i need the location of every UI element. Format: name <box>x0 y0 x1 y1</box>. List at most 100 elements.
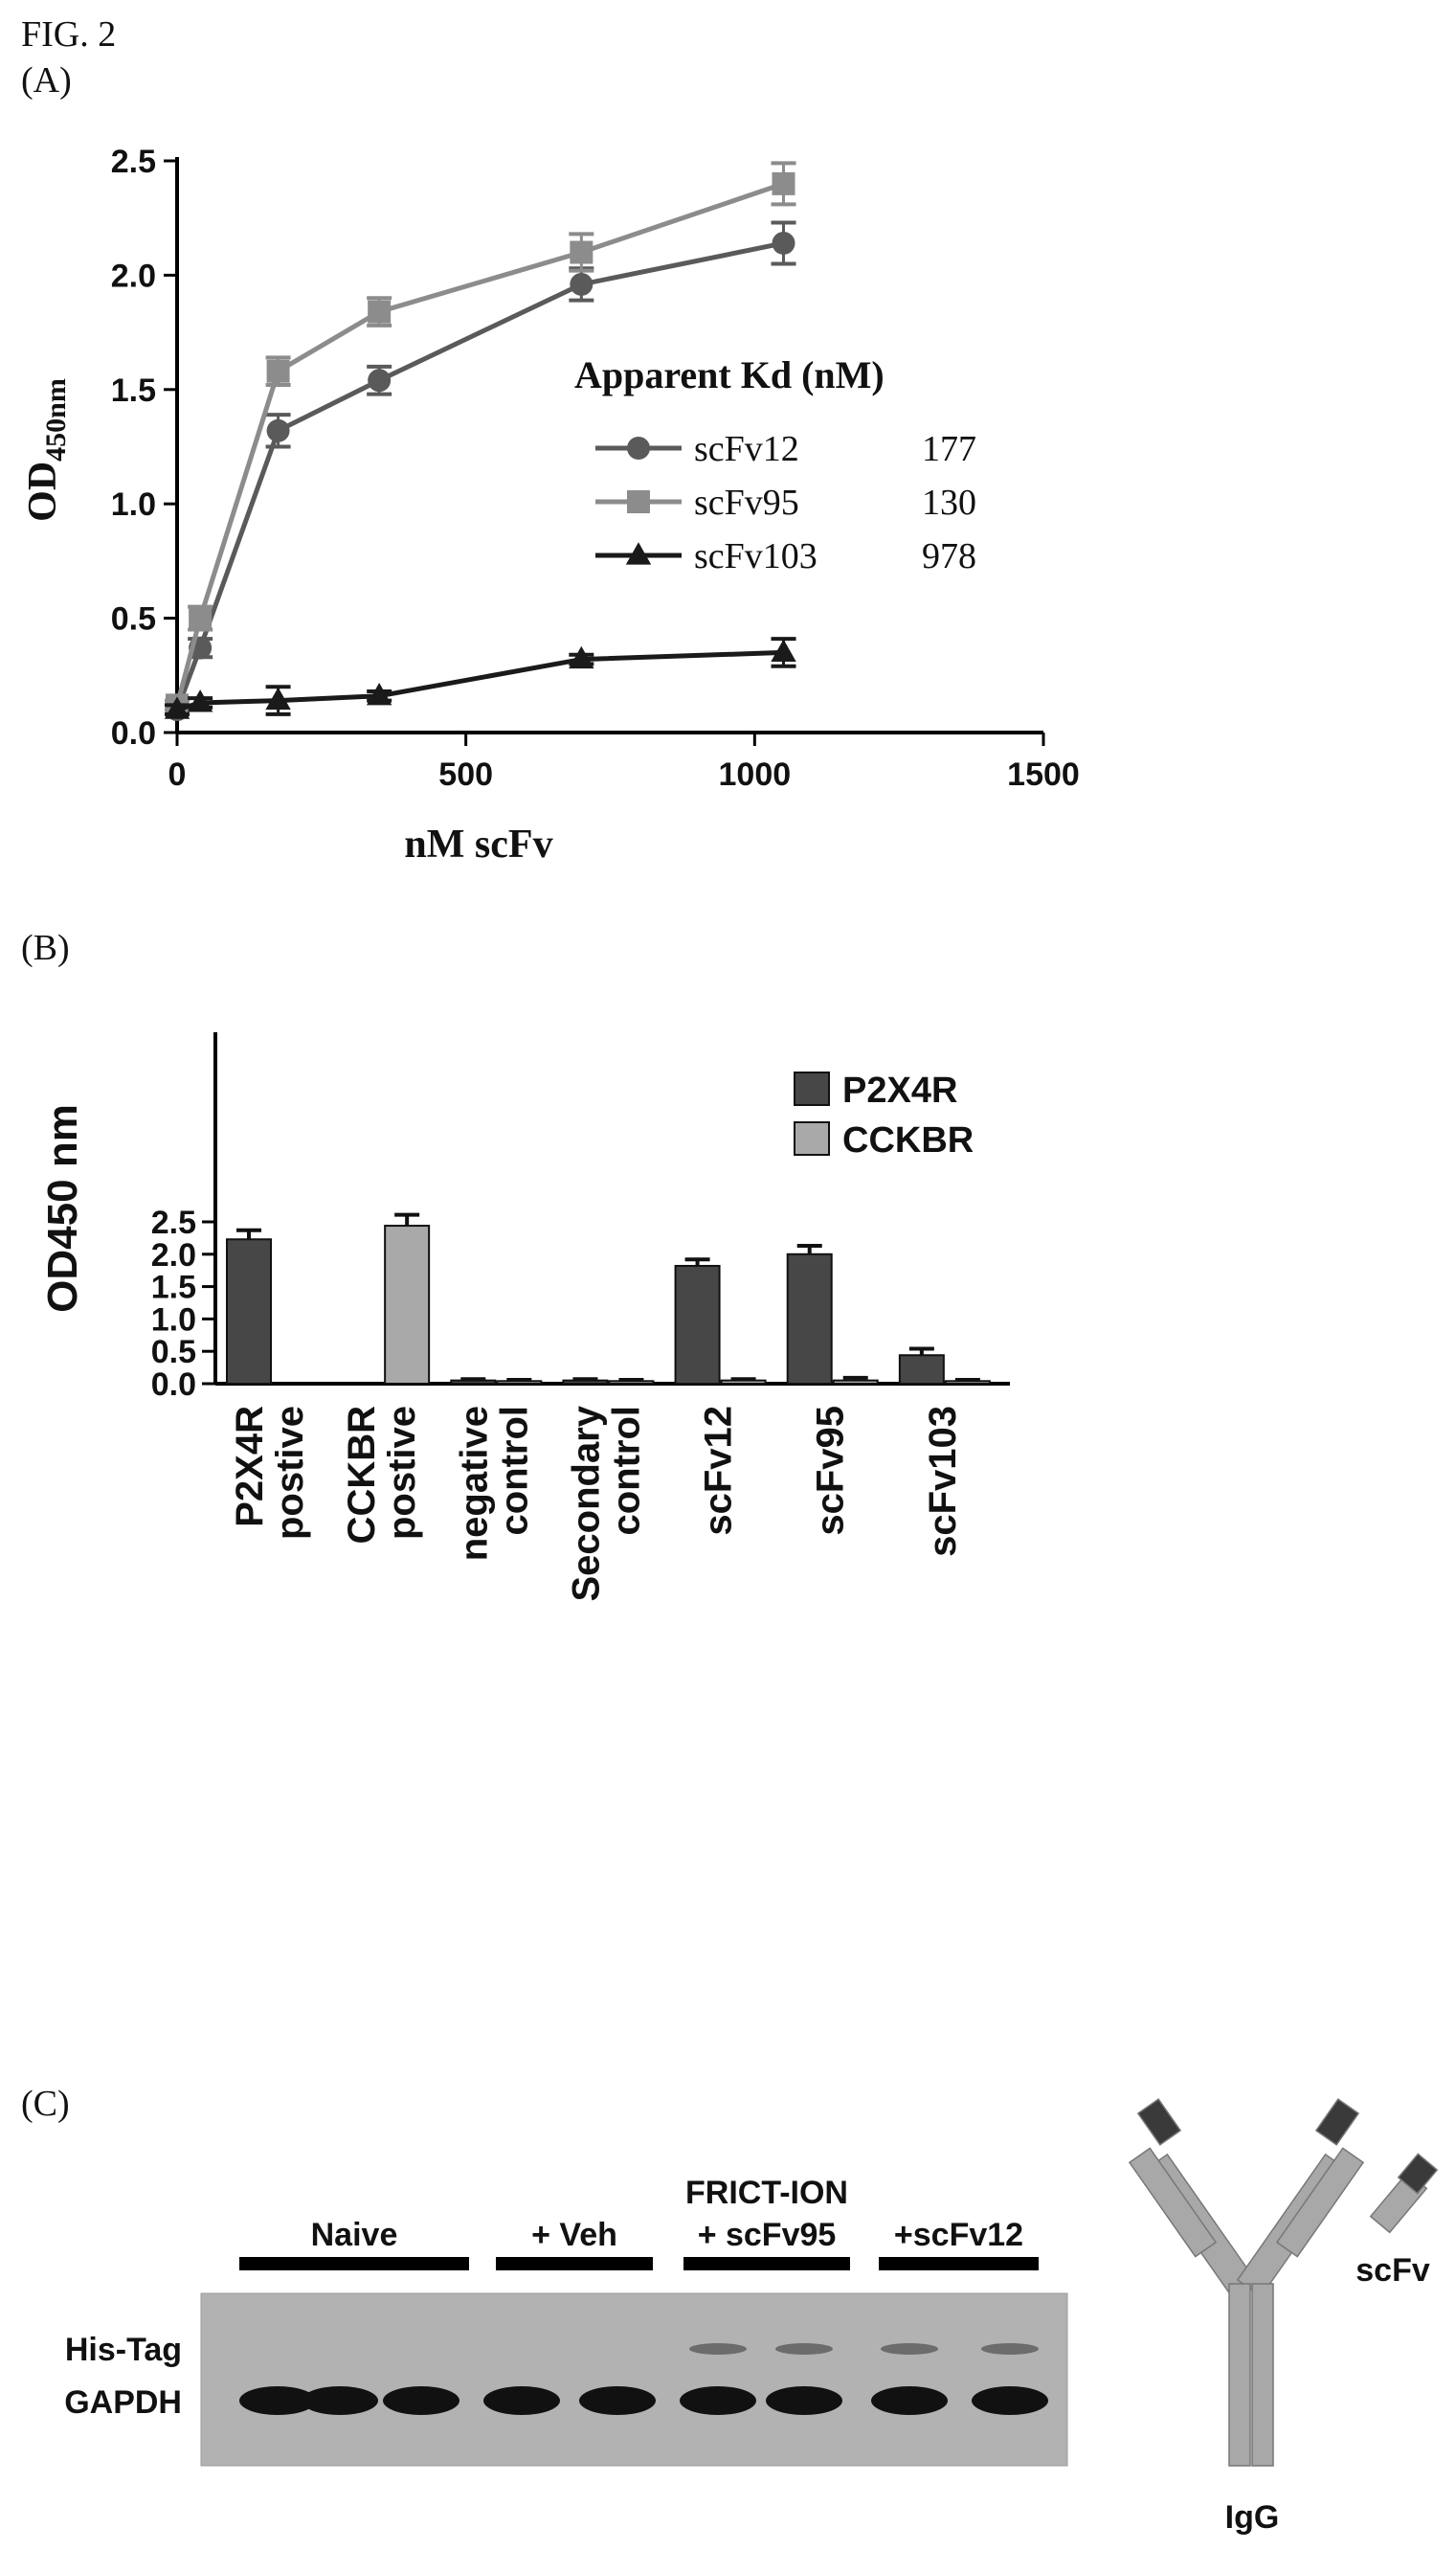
series-line <box>174 181 785 706</box>
y-tick-label: 2.0 <box>151 1237 196 1274</box>
data-point <box>266 359 290 383</box>
y-tick-label: 2.0 <box>111 258 156 294</box>
legend-kd: 978 <box>922 536 976 576</box>
igg-label: IgG <box>1225 2499 1280 2536</box>
lane-group-label: +scFv12 <box>894 2217 1023 2253</box>
gapdh-band <box>766 2386 842 2415</box>
his-tag-band <box>775 2343 833 2355</box>
data-point <box>772 171 795 195</box>
series-scFv12 <box>165 220 796 722</box>
lane-group-label: + Veh <box>531 2217 617 2253</box>
igg-fc-left <box>1228 2283 1251 2467</box>
category-label: control <box>605 1406 647 1536</box>
data-point <box>771 639 796 663</box>
lane-group-label: FRICT-ION <box>685 2175 848 2211</box>
data-point <box>569 645 594 669</box>
antibody-diagram: scFv IgG <box>1128 2098 1439 2536</box>
lane-group-bar <box>683 2257 850 2270</box>
category-label: control <box>493 1406 535 1536</box>
lane-group-bar <box>496 2257 653 2270</box>
bar-P2X4R <box>898 1354 945 1385</box>
legend-marker <box>625 542 652 565</box>
legend-label: CCKBR <box>842 1120 974 1161</box>
x-tick-label: 500 <box>438 756 493 793</box>
igg-variable-right <box>1314 2098 1360 2146</box>
western-blot-panel: Naive + Veh FRICT-ION + scFv95 +scFv12 His-Ta… <box>64 2175 1068 2467</box>
figure-title: FIG. 2 <box>21 14 117 55</box>
lane-group-bar <box>239 2257 469 2270</box>
legend-kd: 177 <box>922 429 976 469</box>
y-axis-label: OD450nm <box>21 378 72 522</box>
y-tick-label: 0.5 <box>151 1334 196 1370</box>
igg-light-chain-left <box>1128 2147 1218 2258</box>
data-point <box>164 696 190 719</box>
igg-variable-left <box>1136 2098 1182 2146</box>
panel-b-label: (B) <box>21 928 70 968</box>
y-tick-label: 0.0 <box>111 715 156 752</box>
y-tick-label: 2.5 <box>151 1205 196 1241</box>
bar-P2X4R <box>226 1238 272 1385</box>
data-point <box>187 689 213 712</box>
legend-label: scFv12 <box>694 429 799 469</box>
data-point <box>570 272 594 296</box>
y-tick-label: 2.5 <box>111 144 156 180</box>
igg-fc-right <box>1251 2283 1274 2467</box>
category-label: Secondary <box>565 1405 607 1601</box>
panel-c-label: (C) <box>21 2084 70 2124</box>
scfv-variable <box>1397 2153 1439 2195</box>
x-tick-label: 1000 <box>719 756 792 793</box>
lane-group-bar <box>879 2257 1039 2270</box>
igg-light-chain-right <box>1275 2147 1365 2258</box>
category-label: negative <box>453 1406 495 1561</box>
legend-kd: 130 <box>922 483 976 523</box>
y-tick-label: 1.5 <box>111 372 156 409</box>
data-point <box>266 418 290 442</box>
scfv-label: scFv <box>1355 2252 1430 2289</box>
gapdh-band <box>972 2386 1048 2415</box>
y-tick-label: 1.0 <box>151 1301 196 1338</box>
category-label: postive <box>381 1406 423 1540</box>
data-point <box>366 682 392 706</box>
bar-P2X4R <box>674 1264 721 1386</box>
his-tag-band <box>689 2343 747 2355</box>
category-label: scFv103 <box>922 1406 964 1557</box>
legend-swatch <box>794 1072 830 1106</box>
category-label: postive <box>269 1406 311 1540</box>
x-axis-label: nM scFv <box>404 823 552 867</box>
data-point <box>368 300 392 324</box>
legend-marker <box>627 490 650 513</box>
legend-label: P2X4R <box>842 1071 957 1111</box>
legend-marker <box>627 437 650 460</box>
data-point <box>189 606 213 630</box>
gapdh-band <box>302 2386 378 2415</box>
y-tick-label: 0.0 <box>151 1366 196 1403</box>
y-tick-label: 1.5 <box>151 1270 196 1306</box>
gapdh-band <box>680 2386 756 2415</box>
legend-label: scFv95 <box>694 483 799 523</box>
panel-a-label: (A) <box>21 60 72 101</box>
x-tick-label: 0 <box>168 756 187 793</box>
row-label-gapdh: GAPDH <box>64 2384 182 2421</box>
bar-CCKBR <box>384 1225 431 1386</box>
series-line <box>174 240 784 711</box>
category-label: scFv12 <box>698 1406 740 1536</box>
category-label: scFv95 <box>810 1406 852 1536</box>
y-axis-label: OD450 nm <box>39 1104 86 1313</box>
his-tag-band <box>881 2343 938 2355</box>
y-tick-label: 1.0 <box>111 486 156 523</box>
data-point <box>570 240 594 264</box>
his-tag-band <box>981 2343 1039 2355</box>
gapdh-band <box>239 2386 316 2415</box>
data-point <box>772 231 795 255</box>
gapdh-band <box>383 2386 459 2415</box>
data-point <box>265 687 291 711</box>
bar-CCKBR <box>832 1379 879 1385</box>
blot-membrane <box>200 2292 1068 2467</box>
series-line <box>176 649 784 712</box>
data-point <box>368 369 392 393</box>
category-label: CCKBR <box>341 1406 383 1545</box>
gapdh-band <box>871 2386 948 2415</box>
legend-swatch <box>794 1121 830 1156</box>
y-tick-label: 0.5 <box>111 601 156 638</box>
